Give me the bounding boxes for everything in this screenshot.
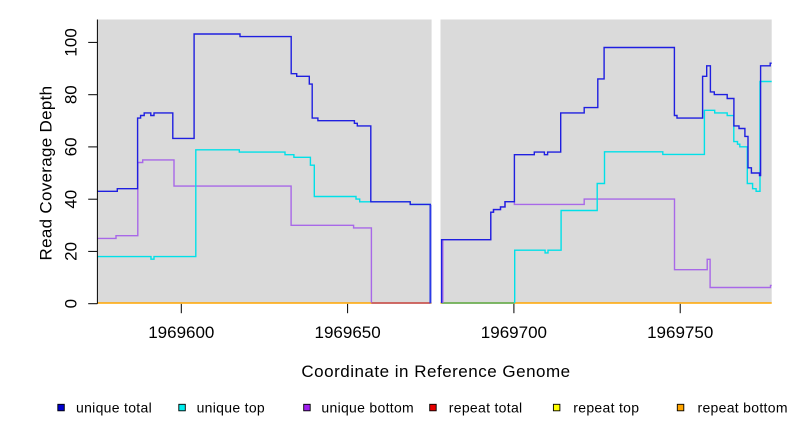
- svg-text:repeat bottom: repeat bottom: [698, 400, 788, 416]
- svg-text:0: 0: [62, 299, 81, 308]
- svg-text:unique bottom: unique bottom: [321, 400, 414, 416]
- svg-text:1969750: 1969750: [647, 323, 713, 342]
- svg-text:1969600: 1969600: [148, 323, 214, 342]
- svg-text:unique top: unique top: [197, 400, 265, 416]
- svg-text:Read Coverage Depth: Read Coverage Depth: [37, 86, 56, 261]
- svg-text:Coordinate in Reference Genome: Coordinate in Reference Genome: [301, 362, 570, 381]
- svg-text:100: 100: [62, 28, 81, 56]
- svg-text:1969650: 1969650: [315, 323, 381, 342]
- svg-text:repeat top: repeat top: [573, 400, 639, 416]
- svg-text:40: 40: [62, 190, 81, 209]
- svg-text:20: 20: [62, 242, 81, 261]
- svg-text:60: 60: [62, 137, 81, 156]
- svg-text:unique total: unique total: [76, 400, 152, 416]
- svg-text:1969700: 1969700: [481, 323, 547, 342]
- svg-text:80: 80: [62, 85, 81, 104]
- svg-text:repeat total: repeat total: [449, 400, 523, 416]
